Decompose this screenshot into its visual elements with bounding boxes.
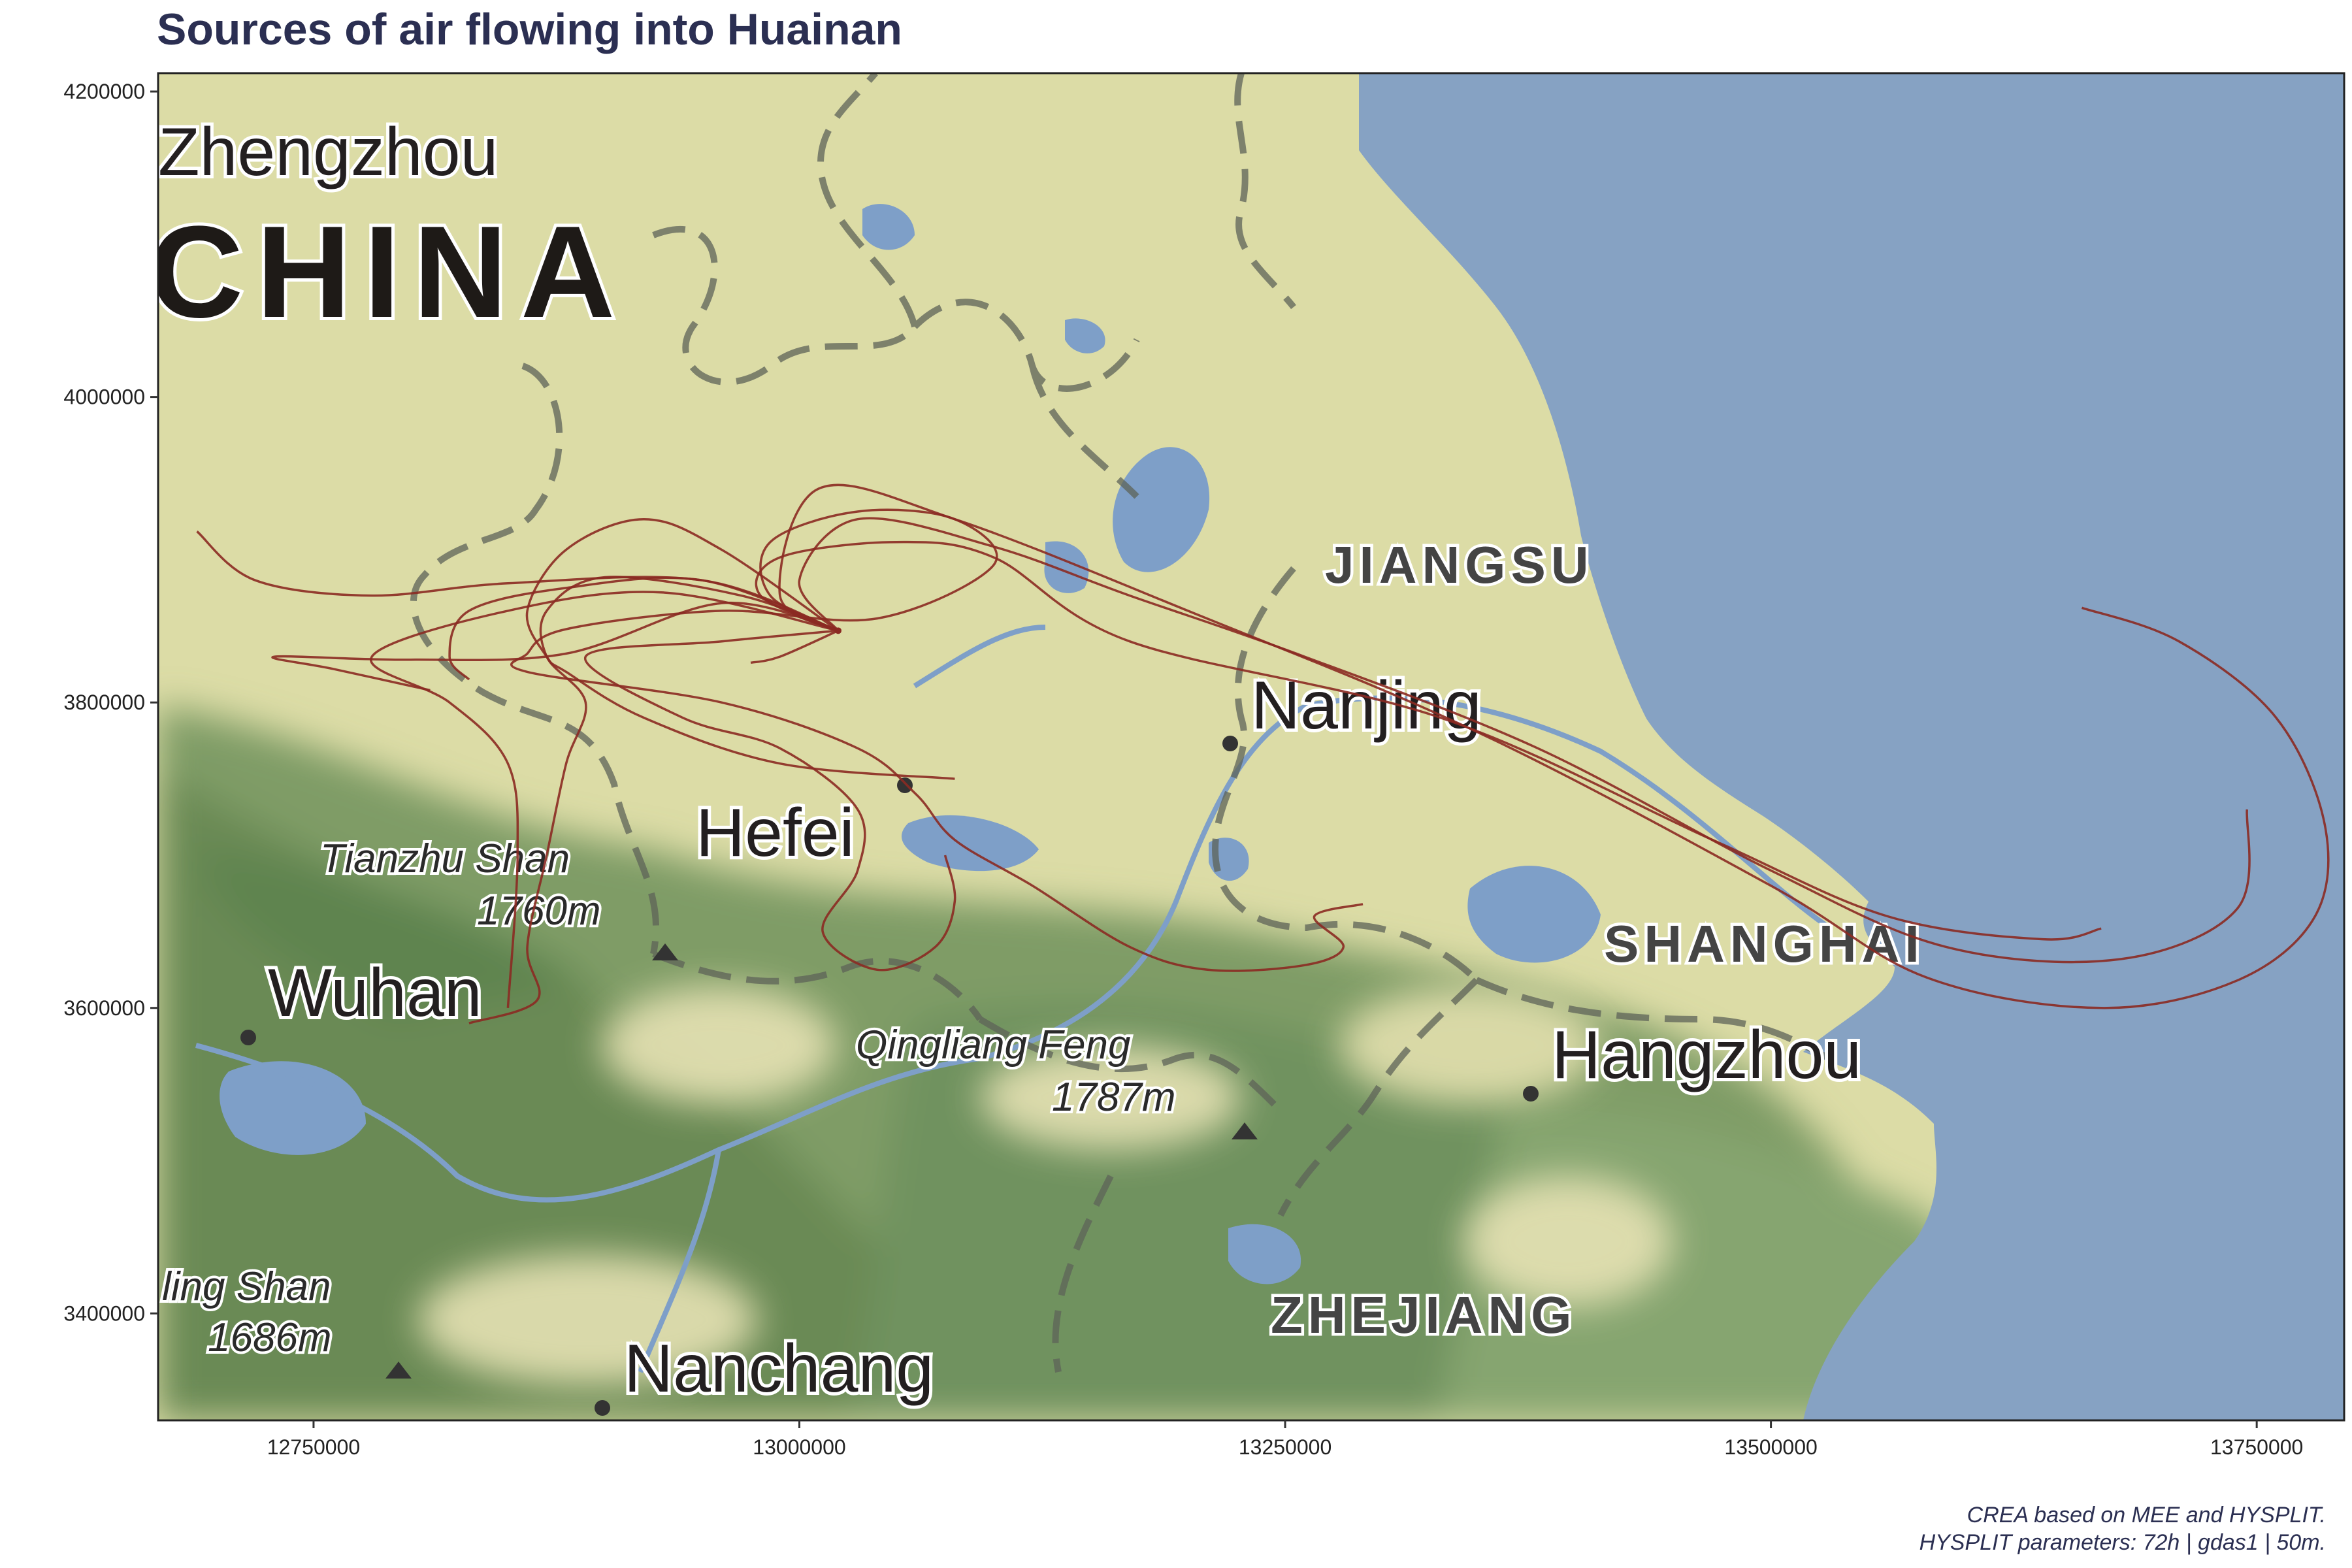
label-qingliang: Qingliang Feng — [856, 1022, 1131, 1068]
axes: 12750000 13000000 13250000 13500000 13750000… — [63, 80, 2303, 1459]
marker-nanjing — [1222, 736, 1238, 751]
map-labels: Zhengzhou CHINA JIANGSU Nanjing Hefei Ti… — [149, 111, 1925, 1416]
label-china: CHINA — [149, 199, 628, 345]
marker-wuhan — [240, 1030, 256, 1045]
label-nanchang: Nanchang — [624, 1331, 934, 1407]
trajectory-5 — [510, 508, 1364, 972]
province-borders — [410, 73, 1831, 1373]
label-tianzhu-elev: 1760m — [477, 889, 601, 934]
x-tick-label: 12750000 — [267, 1435, 360, 1459]
trajectory-6 — [755, 540, 2102, 941]
trajectory-2 — [370, 591, 839, 1008]
basemap — [158, 73, 2344, 1420]
label-ling-shan: ling Shan — [162, 1264, 331, 1309]
sea-area — [1359, 73, 2344, 1420]
plot-panel-border — [157, 72, 2345, 1422]
trajectory-3 — [271, 601, 839, 692]
label-zhengzhou: Zhengzhou — [158, 114, 498, 190]
trajectory-layer — [196, 483, 2330, 1024]
y-tick-label: 3400000 — [63, 1301, 145, 1325]
marker-nanchang — [595, 1400, 610, 1416]
page-title: Sources of air flowing into Huainan — [157, 5, 902, 54]
trajectory-7 — [798, 517, 2251, 964]
label-qingliang-elev: 1787m — [1052, 1075, 1176, 1120]
x-tick-label: 13500000 — [1724, 1435, 1817, 1459]
label-shanghai: SHANGHAI — [1604, 915, 1925, 973]
trajectory-12 — [448, 576, 839, 681]
caption-source: CREA based on MEE and HYSPLIT. — [1967, 1503, 2326, 1527]
marker-hangzhou — [1523, 1086, 1539, 1102]
trajectory-8 — [778, 483, 2330, 1009]
receptor-point — [834, 627, 841, 634]
peak-marker-tianzhu — [652, 943, 678, 960]
peak-marker-ling — [385, 1362, 412, 1379]
label-zhejiang: ZHEJIANG — [1271, 1286, 1577, 1344]
y-tick-label: 3600000 — [63, 996, 145, 1020]
label-ling-shan-elev: 1686m — [208, 1315, 332, 1360]
caption-parameters: HYSPLIT parameters: 72h | gdas1 | 50m. — [1919, 1530, 2326, 1555]
label-tianzhu: Tianzhu Shan — [320, 836, 570, 881]
label-hangzhou: Hangzhou — [1552, 1017, 1861, 1093]
water-features — [220, 204, 1601, 1284]
x-tick-label: 13250000 — [1239, 1435, 1331, 1459]
label-wuhan: Wuhan — [268, 955, 482, 1031]
y-tick-label: 4200000 — [63, 80, 145, 103]
light-patches — [418, 987, 1673, 1385]
x-tick-label: 13000000 — [753, 1435, 845, 1459]
y-tick-label: 4000000 — [63, 385, 145, 409]
x-tick-label: 13750000 — [2210, 1435, 2303, 1459]
y-tick-label: 3800000 — [63, 691, 145, 714]
label-jiangsu: JIANGSU — [1325, 536, 1594, 594]
trajectory-10 — [468, 576, 839, 1024]
trajectory-11 — [750, 629, 839, 664]
label-hefei: Hefei — [696, 795, 855, 871]
peak-marker-qingliang — [1232, 1122, 1258, 1139]
trajectory-9 — [584, 629, 956, 972]
marker-hefei — [897, 777, 913, 793]
rivers — [195, 625, 1831, 1373]
label-nanjing: Nanjing — [1251, 668, 1482, 743]
